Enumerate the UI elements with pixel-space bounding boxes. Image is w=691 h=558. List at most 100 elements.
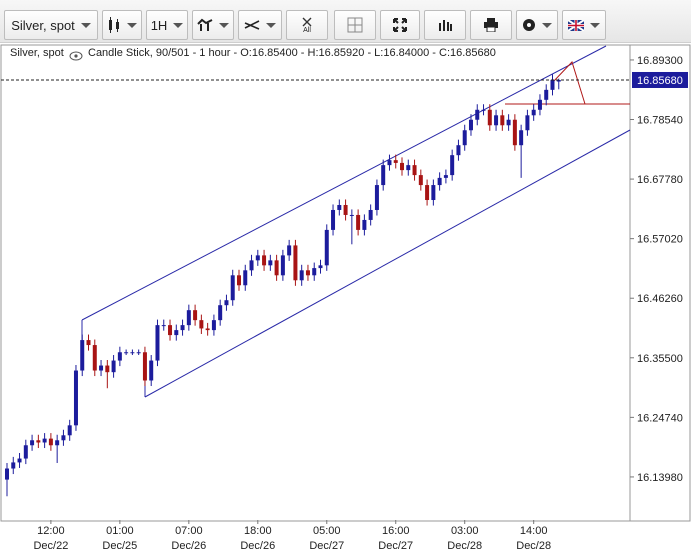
- candle-body: [23, 445, 28, 459]
- candle-body: [299, 270, 304, 281]
- candle-body: [105, 365, 110, 373]
- y-tick-label: 16.78540: [637, 115, 683, 127]
- settings-button[interactable]: [516, 10, 558, 40]
- candle-body: [506, 119, 511, 126]
- timeframe-select[interactable]: 1H: [146, 10, 188, 40]
- candle-body: [287, 245, 292, 256]
- candle-body: [92, 345, 97, 371]
- visibility-icon[interactable]: [69, 51, 83, 61]
- x-tick-date: Dec/26: [171, 540, 206, 552]
- candle-body: [193, 310, 198, 321]
- candle-body: [468, 119, 473, 131]
- chart-subtitle: Candle Stick, 90/501 - 1 hour - O:16.854…: [88, 47, 496, 59]
- x-tick-time: 01:00: [106, 525, 134, 537]
- candle-body: [67, 425, 72, 436]
- candle-body: [268, 260, 273, 266]
- candle-body: [462, 130, 467, 146]
- candle-body: [400, 162, 405, 171]
- candle-body: [161, 325, 166, 327]
- x-tick-time: 07:00: [175, 525, 203, 537]
- candle-body: [243, 270, 248, 286]
- candle-body: [531, 109, 536, 116]
- instrument-label: Silver, spot: [11, 17, 75, 33]
- candle-body: [211, 320, 216, 331]
- y-tick-label: 16.24740: [637, 412, 683, 424]
- candle-body: [48, 438, 53, 446]
- candle-body: [337, 204, 342, 210]
- candle-body: [437, 177, 442, 186]
- candle-icon: [109, 17, 119, 33]
- price-axis: [629, 44, 691, 522]
- candle-body: [425, 185, 430, 201]
- layout-button[interactable]: [334, 10, 376, 40]
- candle-body: [393, 160, 398, 163]
- x-tick-time: 03:00: [451, 525, 479, 537]
- instrument-select[interactable]: Silver, spot: [4, 10, 98, 40]
- remove-all-button[interactable]: All: [286, 10, 328, 40]
- candle-body: [305, 270, 310, 276]
- candle-body: [519, 130, 524, 146]
- x-tick-time: 14:00: [520, 525, 548, 537]
- print-icon: [484, 18, 498, 32]
- candle-body: [381, 165, 386, 186]
- candle-body: [544, 89, 549, 100]
- x-tick-date: Dec/28: [447, 540, 482, 552]
- candle-body: [374, 185, 379, 210]
- candle-body: [249, 260, 254, 271]
- candle-body: [487, 109, 492, 126]
- plot-frame: [0, 44, 631, 522]
- candle-body: [111, 360, 116, 373]
- candle-body: [550, 79, 555, 90]
- x-tick-label: 14:00 Dec/28: [516, 525, 551, 552]
- x-tick-time: 16:00: [382, 525, 410, 537]
- indicator-button[interactable]: [192, 10, 234, 40]
- drawing-icon: [244, 20, 260, 30]
- chart-type-button[interactable]: [102, 10, 142, 40]
- y-tick-label: 16.57020: [637, 234, 683, 246]
- settings-icon: [523, 19, 535, 31]
- candle-body: [30, 440, 35, 446]
- candle-body: [450, 155, 455, 176]
- y-tick-label: 16.46260: [637, 293, 683, 305]
- candle-body: [456, 145, 461, 156]
- candle-body: [186, 310, 191, 326]
- candle-body: [412, 165, 417, 176]
- volume-icon: [439, 20, 452, 31]
- candle-body: [130, 352, 135, 354]
- x-tick-time: 12:00: [37, 525, 65, 537]
- visibility-icon-pupil: [74, 54, 78, 58]
- print-button[interactable]: [470, 10, 512, 40]
- candle-body: [124, 352, 129, 354]
- candle-body: [481, 109, 486, 111]
- candle-body: [475, 109, 480, 120]
- x-tick-label: 18:00 Dec/26: [240, 525, 275, 552]
- candle-body: [80, 340, 85, 371]
- y-tick-label: 16.67780: [637, 174, 683, 186]
- candle-body: [280, 255, 285, 276]
- candle-body: [512, 119, 517, 146]
- x-tick-label: 16:00 Dec/27: [378, 525, 413, 552]
- candle-body: [312, 268, 317, 276]
- all-label: All: [303, 26, 311, 34]
- x-tick-label: 03:00 Dec/28: [447, 525, 482, 552]
- candle-body: [180, 325, 185, 331]
- language-button[interactable]: [562, 10, 606, 40]
- candle-body: [525, 115, 530, 131]
- candle-body: [318, 265, 323, 269]
- volume-button[interactable]: [424, 10, 466, 40]
- x-tick-time: 05:00: [313, 525, 341, 537]
- candle-body: [36, 440, 41, 443]
- candle-body: [500, 115, 505, 126]
- annotation-peak: [552, 61, 586, 105]
- candle-body: [230, 275, 235, 301]
- candle-body: [174, 330, 179, 336]
- x-tick-label: 12:00 Dec/22: [33, 525, 68, 552]
- chart: Silver, spot Candle Stick, 90/501 - 1 ho…: [0, 44, 691, 552]
- candle-body: [356, 214, 361, 230]
- x-tick-date: Dec/22: [33, 540, 68, 552]
- candle-body: [168, 325, 173, 336]
- fullscreen-button[interactable]: [380, 10, 420, 40]
- candle-body: [406, 165, 411, 171]
- drawing-button[interactable]: [238, 10, 282, 40]
